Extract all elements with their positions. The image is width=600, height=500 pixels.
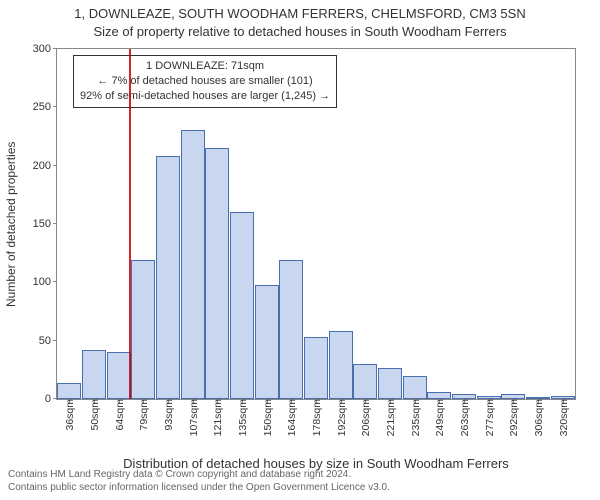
y-tick-label: 300 bbox=[33, 43, 57, 55]
bar bbox=[230, 212, 254, 399]
bar bbox=[427, 392, 451, 399]
bar bbox=[255, 285, 279, 399]
x-tick-label: 178sqm bbox=[309, 399, 323, 436]
footer-line-2: Contains public sector information licen… bbox=[8, 481, 390, 494]
x-tick-label: 93sqm bbox=[161, 399, 175, 431]
info-line-3: 92% of semi-detached houses are larger (… bbox=[80, 89, 330, 104]
bar bbox=[205, 148, 229, 399]
y-tick-mark bbox=[53, 223, 57, 224]
bar bbox=[329, 331, 353, 399]
plot-area: 1 DOWNLEAZE: 71sqm ← 7% of detached hous… bbox=[56, 48, 576, 400]
y-tick-mark bbox=[53, 165, 57, 166]
x-tick-label: 36sqm bbox=[62, 399, 76, 431]
x-tick-label: 206sqm bbox=[358, 399, 372, 436]
x-tick-label: 221sqm bbox=[383, 399, 397, 436]
bar bbox=[279, 260, 303, 399]
chart-container: { "title_line1": "1, DOWNLEAZE, SOUTH WO… bbox=[0, 0, 600, 500]
info-box: 1 DOWNLEAZE: 71sqm ← 7% of detached hous… bbox=[73, 55, 337, 108]
chart-title-line2: Size of property relative to detached ho… bbox=[0, 24, 600, 39]
y-tick-label: 0 bbox=[45, 393, 57, 405]
x-tick-label: 79sqm bbox=[136, 399, 150, 431]
x-tick-label: 135sqm bbox=[235, 399, 249, 436]
bar bbox=[107, 352, 131, 399]
y-tick-mark bbox=[53, 48, 57, 49]
footer: Contains HM Land Registry data © Crown c… bbox=[8, 468, 390, 494]
bar bbox=[304, 337, 328, 399]
y-tick-label: 50 bbox=[39, 335, 57, 347]
reference-line bbox=[129, 49, 131, 399]
info-line-1: 1 DOWNLEAZE: 71sqm bbox=[80, 59, 330, 74]
footer-line-1: Contains HM Land Registry data © Crown c… bbox=[8, 468, 390, 481]
x-tick-label: 292sqm bbox=[506, 399, 520, 436]
x-tick-label: 164sqm bbox=[284, 399, 298, 436]
x-tick-label: 306sqm bbox=[531, 399, 545, 436]
bar bbox=[403, 376, 427, 399]
x-tick-label: 320sqm bbox=[556, 399, 570, 436]
bar bbox=[57, 383, 81, 399]
x-tick-label: 235sqm bbox=[408, 399, 422, 436]
x-tick-label: 150sqm bbox=[260, 399, 274, 436]
bar bbox=[82, 350, 106, 399]
bar bbox=[156, 156, 180, 399]
x-tick-label: 249sqm bbox=[432, 399, 446, 436]
y-tick-label: 100 bbox=[33, 276, 57, 288]
y-tick-label: 250 bbox=[33, 101, 57, 113]
x-tick-label: 50sqm bbox=[87, 399, 101, 431]
x-tick-label: 121sqm bbox=[210, 399, 224, 436]
bar bbox=[353, 364, 377, 399]
chart-title-line1: 1, DOWNLEAZE, SOUTH WOODHAM FERRERS, CHE… bbox=[0, 6, 600, 21]
y-tick-mark bbox=[53, 340, 57, 341]
bar bbox=[181, 130, 205, 400]
info-line-2: ← 7% of detached houses are smaller (101… bbox=[80, 74, 330, 89]
x-tick-label: 192sqm bbox=[334, 399, 348, 436]
y-axis-label: Number of detached properties bbox=[4, 48, 20, 400]
bar bbox=[378, 368, 402, 400]
y-tick-mark bbox=[53, 106, 57, 107]
x-tick-label: 277sqm bbox=[482, 399, 496, 436]
y-tick-mark bbox=[53, 281, 57, 282]
y-tick-label: 200 bbox=[33, 160, 57, 172]
x-tick-label: 107sqm bbox=[186, 399, 200, 436]
bar bbox=[131, 260, 155, 399]
x-tick-label: 263sqm bbox=[457, 399, 471, 436]
y-tick-label: 150 bbox=[33, 218, 57, 230]
x-tick-label: 64sqm bbox=[112, 399, 126, 431]
